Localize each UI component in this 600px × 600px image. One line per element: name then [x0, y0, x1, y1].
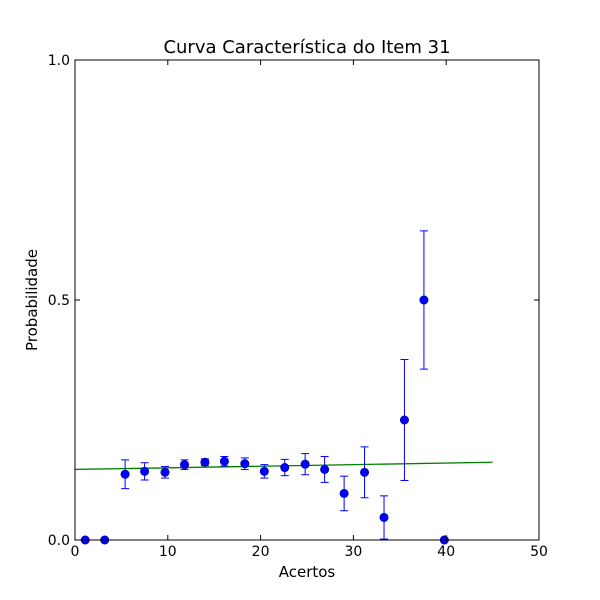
- plot-area: 0 10 20 30 40 50 0.0 0.5 1.0: [48, 53, 548, 560]
- x-tick-label: 50: [530, 544, 548, 560]
- x-tick-label: 40: [437, 544, 455, 560]
- y-tick-label: 0.5: [48, 293, 70, 309]
- data-point: [160, 467, 170, 477]
- data-point: [419, 295, 429, 305]
- data-point: [300, 459, 310, 469]
- x-tick-label: 20: [252, 544, 270, 560]
- data-point: [140, 466, 150, 476]
- data-point: [240, 459, 250, 469]
- y-axis-label: Probabilidade: [23, 249, 41, 351]
- y-tick-label: 1.0: [48, 53, 70, 69]
- x-tick-label: 0: [71, 544, 80, 560]
- x-tick-label: 10: [159, 544, 177, 560]
- data-point: [360, 467, 370, 477]
- x-axis-label: Acertos: [279, 563, 336, 581]
- data-point: [120, 469, 130, 479]
- y-tick-label: 0.0: [48, 533, 70, 549]
- data-point: [399, 415, 409, 425]
- data-point: [339, 488, 349, 498]
- data-point: [280, 463, 290, 473]
- data-point: [379, 512, 389, 522]
- chart-title: Curva Característica do Item 31: [163, 37, 450, 58]
- data-point: [219, 456, 229, 466]
- data-point: [200, 457, 210, 467]
- x-tick-label: 30: [344, 544, 362, 560]
- data-point: [320, 464, 330, 474]
- data-point: [180, 460, 190, 470]
- data-point: [259, 466, 269, 476]
